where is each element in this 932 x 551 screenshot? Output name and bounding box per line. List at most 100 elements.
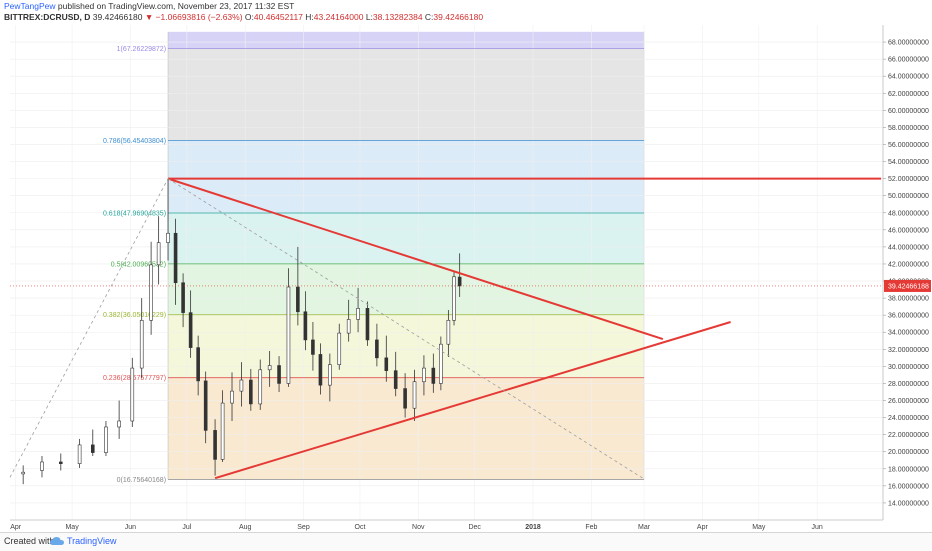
price-axis-label: 66.00000000 [888, 57, 929, 64]
price-axis-label: 54.00000000 [888, 159, 929, 166]
fib-level-label: 0.786(56.45403804) [103, 138, 166, 145]
footer-bar: Created with TradingView [0, 532, 932, 551]
price-axis-label: 60.00000000 [888, 108, 929, 115]
candle-down [91, 445, 94, 453]
candle-down [375, 340, 378, 358]
candle-up [104, 427, 107, 453]
price-axis-label: 58.00000000 [888, 125, 929, 132]
candle-down [197, 348, 200, 381]
time-axis-label: Sep [297, 524, 310, 531]
candle-up [78, 445, 81, 464]
candle-down [189, 313, 192, 348]
fib-top-band [168, 32, 644, 49]
candle-down [296, 287, 299, 312]
candle-down [204, 381, 207, 431]
time-axis-label: Apr [697, 524, 709, 531]
fib-level-label: 0.618(47.96904835) [103, 211, 166, 218]
candle-up [268, 366, 271, 370]
candle-up [240, 380, 243, 391]
price-axis-label: 22.00000000 [888, 432, 929, 439]
time-axis-label: Apr [10, 524, 22, 531]
candle-up [338, 333, 341, 365]
candle-down [249, 380, 252, 404]
price-axis-label: 14.00000000 [888, 500, 929, 507]
price-axis-label: 42.00000000 [888, 261, 929, 268]
candle-up [22, 472, 25, 474]
candle-up [287, 287, 290, 383]
candle-up [231, 391, 234, 403]
price-axis-label: 20.00000000 [888, 449, 929, 456]
price-axis-label: 18.00000000 [888, 466, 929, 473]
fib-level-label: 0.236(28.67577797) [103, 375, 166, 382]
time-axis-label: Jul [182, 524, 191, 531]
price-axis-label: 36.00000000 [888, 313, 929, 320]
time-axis-label: 2018 [525, 524, 541, 531]
candle-up [413, 382, 416, 408]
tradingview-link[interactable]: TradingView [67, 536, 117, 546]
candle-up [40, 462, 43, 471]
price-axis-label: 34.00000000 [888, 330, 929, 337]
candle-up [157, 243, 160, 265]
candle-up [221, 403, 224, 459]
candle-down [458, 277, 461, 286]
fib-level-label: 0.382(36.05016229) [103, 312, 166, 319]
candle-up [328, 365, 331, 385]
candle-down [59, 462, 62, 464]
price-axis-label: 30.00000000 [888, 364, 929, 371]
price-axis-label: 28.00000000 [888, 381, 929, 388]
fib-level-label: 0(16.75640168) [117, 477, 166, 484]
time-axis-label: Dec [468, 524, 481, 531]
time-axis-label: Jun [125, 524, 136, 531]
current-price-label: 39.42466188 [888, 283, 929, 290]
candle-down [214, 430, 217, 459]
time-axis-label: Feb [585, 524, 597, 531]
price-axis-label: 24.00000000 [888, 415, 929, 422]
candle-up [453, 277, 456, 321]
fib-level-label: 1(67.26229872) [117, 46, 166, 53]
price-chart[interactable]: 1(67.26229872) 0.786(56.45403804) 0.618(47… [0, 0, 932, 532]
candle-down [319, 354, 322, 385]
price-axis-label: 16.00000000 [888, 483, 929, 490]
candle-down [366, 308, 369, 340]
candle-down [304, 312, 307, 340]
candle-up [167, 233, 170, 242]
price-axis-label: 32.00000000 [888, 347, 929, 354]
price-axis-label: 68.00000000 [888, 40, 929, 47]
time-axis-label: Aug [239, 524, 252, 531]
candle-down [385, 358, 388, 371]
candle-up [259, 370, 262, 404]
time-axis-label: Oct [355, 524, 366, 531]
candle-up [357, 308, 360, 319]
time-axis-label: Mar [638, 524, 651, 531]
fib-zone-0.382 [168, 315, 644, 378]
price-axis-label: 62.00000000 [888, 91, 929, 98]
candle-up [131, 368, 134, 421]
created-with-text: Created with [4, 536, 55, 546]
candle-up [140, 320, 143, 368]
candle-down [404, 389, 407, 409]
time-axis-label: May [65, 524, 79, 531]
candle-down [311, 340, 314, 355]
fib-zone-0.5 [168, 264, 644, 315]
candle-up [447, 320, 450, 344]
candle-up [118, 421, 121, 427]
candle-down [182, 283, 185, 313]
candle-up [422, 368, 425, 382]
candle-up [150, 265, 153, 320]
price-axis-label: 44.00000000 [888, 244, 929, 251]
price-axis-label: 50.00000000 [888, 193, 929, 200]
price-axis-label: 26.00000000 [888, 398, 929, 405]
candle-down [432, 368, 435, 383]
price-axis-label: 38.00000000 [888, 296, 929, 303]
candle-down [394, 371, 397, 389]
candle-up [347, 319, 350, 333]
candle-up [439, 344, 442, 383]
candle-down [174, 233, 177, 283]
tradingview-cloud-icon [50, 536, 64, 546]
candle-down [278, 366, 281, 384]
price-axis-label: 64.00000000 [888, 74, 929, 81]
time-axis-label: May [752, 524, 766, 531]
price-axis-label: 52.00000000 [888, 176, 929, 183]
price-axis-label: 46.00000000 [888, 227, 929, 234]
time-axis-label: Nov [412, 524, 425, 531]
